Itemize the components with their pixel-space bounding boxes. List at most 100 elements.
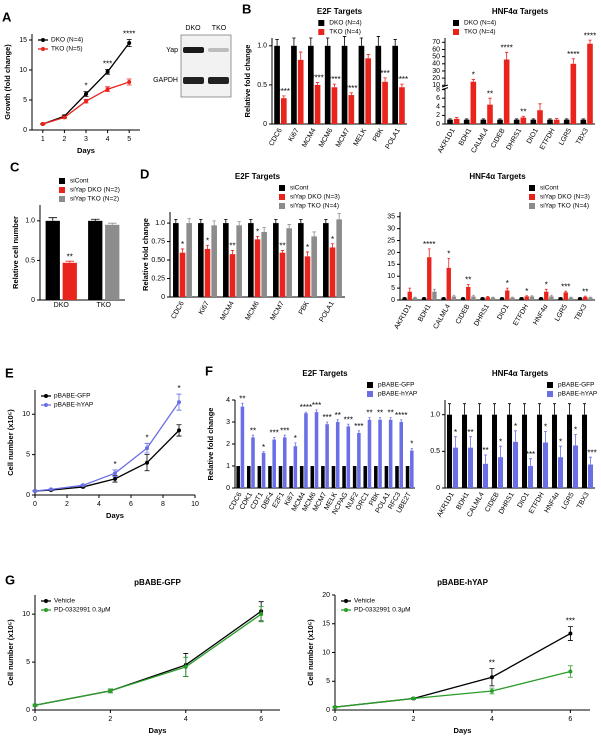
legend-label: siYap DKO (N=3)	[540, 194, 590, 201]
bar	[480, 297, 485, 300]
legend-label: TKO (N=4)	[329, 29, 361, 36]
blot-band	[208, 77, 229, 84]
legend-swatch	[529, 194, 535, 200]
bar	[348, 95, 355, 124]
significance-label: **	[388, 409, 394, 418]
bar	[491, 414, 498, 488]
error-bar	[237, 221, 241, 226]
error-bar	[400, 419, 403, 422]
x-tick-label: 4	[490, 716, 494, 723]
bar	[544, 291, 549, 300]
x-tick-label: MCM6	[318, 127, 334, 148]
bar	[497, 457, 504, 488]
bar	[551, 414, 558, 488]
x-tick-label: 2	[108, 716, 112, 723]
x-tick-label: MCM7	[335, 127, 351, 148]
error-bar	[315, 409, 318, 413]
bar	[527, 466, 534, 488]
x-tick-label: MELK	[353, 127, 369, 147]
y-tick-label: 5	[26, 451, 30, 458]
bar	[460, 297, 466, 300]
significance-label: ****	[584, 31, 596, 40]
legend-label: siYap TKO (N=2)	[70, 196, 119, 203]
x-tick-label: AKR1D1	[436, 491, 456, 518]
x-tick-label: DHRS1	[473, 303, 491, 327]
blot-row-label: GAPDH	[153, 77, 178, 84]
error-bar	[251, 434, 255, 438]
bar	[563, 292, 568, 300]
y-axis-label: Cell number (x10⁵)	[6, 409, 15, 476]
x-tick-label: CDC6	[268, 127, 284, 147]
legend-swatch	[44, 394, 48, 398]
x-tick-label: 5	[127, 136, 131, 143]
significance-label: *	[545, 280, 548, 289]
bar	[357, 433, 361, 488]
error-bar	[326, 37, 330, 46]
bar	[331, 466, 336, 488]
point	[113, 476, 117, 481]
significance-label: ****	[311, 74, 323, 83]
y-tick-label: 70	[432, 39, 440, 46]
bar	[446, 414, 453, 488]
significance-label: ****	[500, 43, 512, 52]
point	[489, 675, 494, 680]
y-tick-label: 0	[226, 485, 230, 492]
significance-label: **	[377, 409, 383, 418]
x-tick-label: TKO	[97, 302, 112, 309]
point	[259, 612, 264, 617]
bar	[365, 58, 372, 125]
bar	[88, 220, 103, 300]
bar	[367, 419, 372, 488]
legend-label: Vehicle	[54, 598, 75, 605]
bar	[410, 450, 414, 488]
error-bar	[515, 118, 519, 120]
chart-title: HNF4α Targets	[492, 7, 549, 16]
legend-swatch	[59, 187, 65, 193]
bar	[384, 466, 389, 488]
x-tick-label: MCM7	[269, 300, 285, 321]
x-tick-label: 8	[161, 501, 165, 508]
y-tick-label: 0	[31, 297, 35, 304]
error-bar	[550, 294, 553, 297]
bar	[467, 447, 474, 488]
significance-label: **	[482, 446, 488, 455]
error-bar	[481, 118, 485, 120]
error-bar	[525, 295, 529, 297]
panel-label: G	[5, 572, 15, 587]
legend-swatch	[529, 185, 535, 191]
error-bar	[326, 421, 329, 425]
legend-label: pBABE-GFP	[558, 382, 594, 389]
legend-swatch	[547, 382, 553, 388]
x-tick-label: BDH1	[458, 127, 473, 147]
error-bar	[538, 403, 541, 415]
y-axis-label: Relative fold change	[243, 45, 252, 118]
error-bar	[294, 442, 297, 447]
error-bar	[230, 250, 235, 255]
point	[568, 631, 573, 636]
bar	[524, 296, 529, 300]
legend-swatch	[344, 599, 348, 603]
x-tick-label: 6	[568, 716, 572, 723]
bar	[286, 228, 292, 297]
error-bar	[309, 37, 313, 46]
y-tick-label: 0.5	[25, 257, 35, 264]
panel-label: C	[10, 159, 20, 174]
legend-label: pBABE-GFP	[54, 393, 90, 400]
bar	[299, 466, 304, 488]
point	[489, 689, 494, 694]
point	[177, 428, 181, 433]
legend-label: PD-0332991 0.3μM	[54, 607, 111, 614]
x-tick-label: 6	[259, 716, 263, 723]
legend-label: pBABE-hYAP	[54, 402, 93, 409]
y-tick-label: 5	[26, 659, 30, 666]
error-bar	[588, 39, 592, 44]
significance-label: ***	[312, 401, 321, 410]
error-bar	[574, 434, 577, 446]
legend-swatch	[279, 203, 285, 209]
y-tick-label: 25	[387, 237, 395, 244]
y-tick-label: 2	[226, 441, 230, 448]
x-tick-label: 0	[333, 716, 337, 723]
error-bar	[505, 51, 509, 60]
point	[105, 69, 110, 74]
significance-label: **	[67, 252, 73, 261]
